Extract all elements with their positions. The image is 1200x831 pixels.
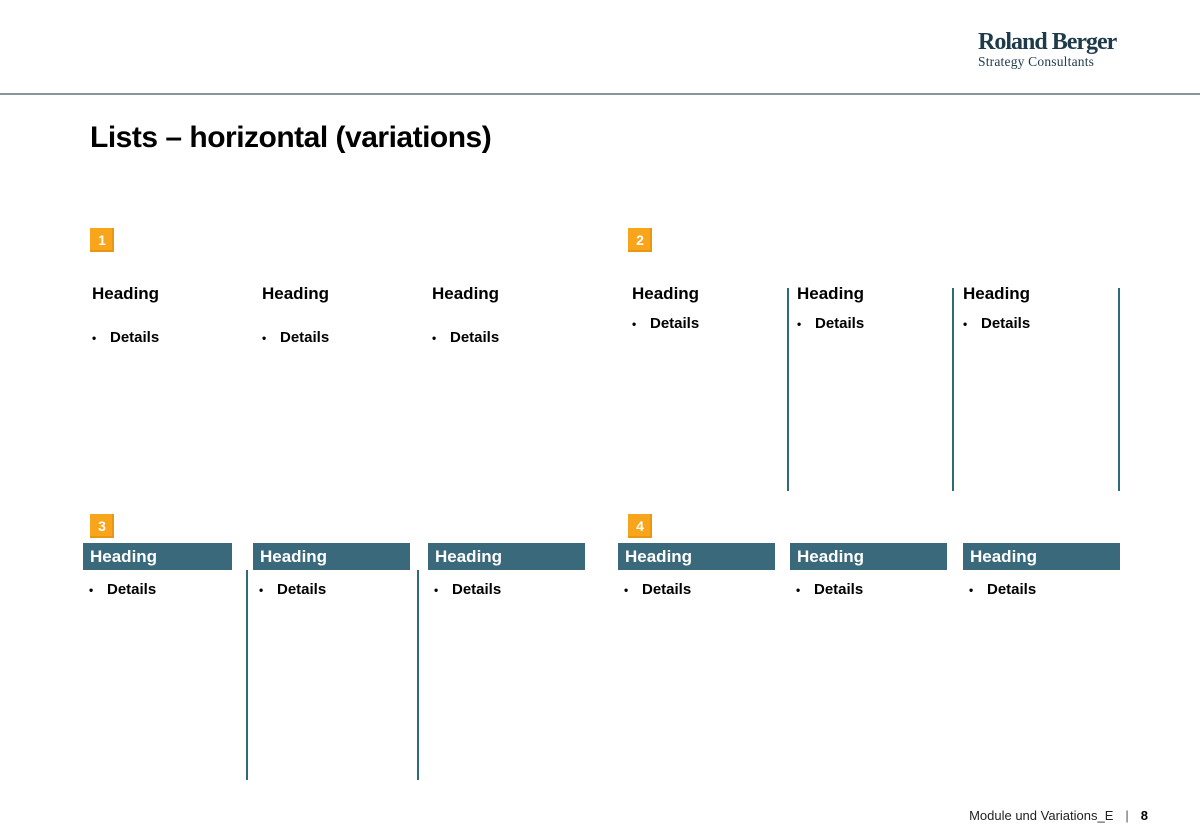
brand-logo: Roland Berger Strategy Consultants <box>978 30 1138 69</box>
detail-label: Details <box>452 581 502 598</box>
detail-label: Details <box>450 329 500 346</box>
variation-number-badge-2: 2 <box>628 228 652 252</box>
list-column: Heading • Details <box>632 283 782 334</box>
column-heading-bar: Heading <box>790 543 947 570</box>
column-heading-bar: Heading <box>618 543 775 570</box>
column-heading: Heading <box>262 284 330 303</box>
column-heading: Heading <box>963 284 1031 303</box>
bullet-icon: • <box>89 583 94 597</box>
column-heading-bar: Heading <box>963 543 1120 570</box>
column-heading: Heading <box>92 284 160 303</box>
detail-item: • Details <box>796 580 947 600</box>
list-column: Heading • Details <box>428 543 585 600</box>
bullet-icon: • <box>432 331 437 345</box>
detail-item: • Details <box>969 580 1120 600</box>
detail-label: Details <box>107 581 157 598</box>
column-heading: Heading <box>432 284 500 303</box>
list-column: Heading • Details <box>797 283 947 334</box>
detail-label: Details <box>814 581 864 598</box>
column-heading-bar: Heading <box>253 543 410 570</box>
bullet-icon: • <box>963 317 968 331</box>
footer-separator: | <box>1125 808 1129 823</box>
page-title: Lists – horizontal (variations) <box>90 121 492 154</box>
detail-item: • Details <box>624 580 775 600</box>
detail-item: • Details <box>259 580 410 600</box>
detail-label: Details <box>981 315 1031 332</box>
column-heading: Heading <box>632 284 700 303</box>
column-heading-bar: Heading <box>83 543 232 570</box>
bullet-icon: • <box>624 583 629 597</box>
list-column: Heading • Details <box>790 543 947 600</box>
footer-document-name: Module und Variations_E <box>969 808 1114 823</box>
list-column: Heading • Details <box>262 283 422 348</box>
detail-label: Details <box>650 315 700 332</box>
list-column: Heading • Details <box>253 543 410 600</box>
variation-number-badge-4: 4 <box>628 514 652 538</box>
vertical-divider <box>1118 288 1120 491</box>
slide-footer: Module und Variations_E | 8 <box>969 808 1148 823</box>
detail-label: Details <box>642 581 692 598</box>
column-heading-bar: Heading <box>428 543 585 570</box>
list-column: Heading • Details <box>83 543 232 600</box>
variation-number-badge-1: 1 <box>90 228 114 252</box>
vertical-divider <box>246 570 248 780</box>
detail-item: • Details <box>797 314 947 334</box>
bullet-icon: • <box>797 317 802 331</box>
bullet-icon: • <box>969 583 974 597</box>
brand-logo-name: Roland Berger <box>978 29 1117 55</box>
detail-label: Details <box>815 315 865 332</box>
detail-item: • Details <box>434 580 585 600</box>
detail-label: Details <box>987 581 1037 598</box>
bullet-icon: • <box>796 583 801 597</box>
vertical-divider <box>417 570 419 780</box>
bullet-icon: • <box>92 331 97 345</box>
list-column: Heading • Details <box>963 543 1120 600</box>
list-column: Heading • Details <box>432 283 592 348</box>
bullet-icon: • <box>262 331 267 345</box>
detail-label: Details <box>277 581 327 598</box>
bullet-icon: • <box>632 317 637 331</box>
bullet-icon: • <box>259 583 264 597</box>
bullet-icon: • <box>434 583 439 597</box>
column-heading: Heading <box>797 284 865 303</box>
list-column: Heading • Details <box>92 283 252 348</box>
list-column: Heading • Details <box>618 543 775 600</box>
detail-item: • Details <box>963 314 1113 334</box>
vertical-divider <box>787 288 789 491</box>
header-rule <box>0 93 1200 95</box>
detail-item: • Details <box>262 328 422 348</box>
detail-label: Details <box>280 329 330 346</box>
footer-page-number: 8 <box>1140 808 1148 823</box>
detail-label: Details <box>110 329 160 346</box>
list-column: Heading • Details <box>963 283 1113 334</box>
detail-item: • Details <box>432 328 592 348</box>
variation-number-badge-3: 3 <box>90 514 114 538</box>
vertical-divider <box>952 288 954 491</box>
detail-item: • Details <box>89 580 232 600</box>
detail-item: • Details <box>632 314 782 334</box>
detail-item: • Details <box>92 328 252 348</box>
brand-logo-tagline: Strategy Consultants <box>978 54 1095 69</box>
